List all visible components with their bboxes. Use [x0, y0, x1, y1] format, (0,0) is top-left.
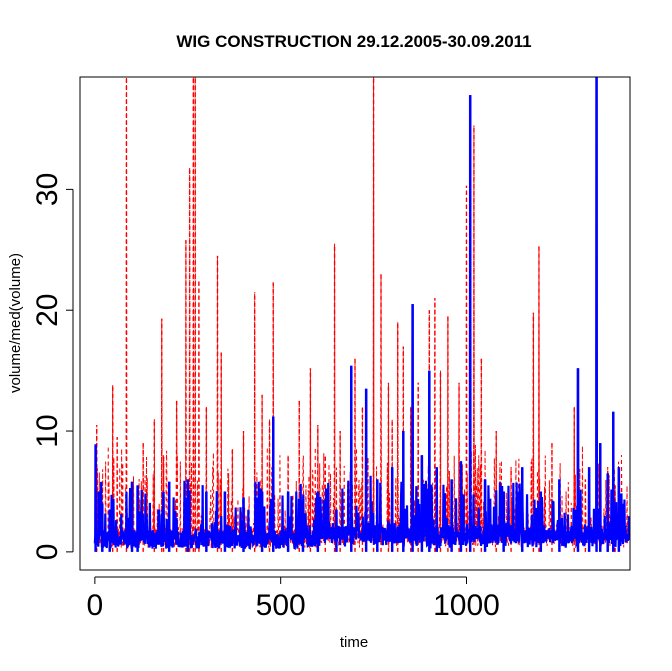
plot-area — [93, 77, 630, 552]
y-axis-label: volume/med(volume) — [7, 253, 24, 393]
y-tick-label: 30 — [31, 173, 64, 206]
x-tick-label: 1000 — [433, 589, 500, 622]
x-tick-label: 0 — [87, 589, 104, 622]
chart-title: WIG CONSTRUCTION 29.12.2005-30.09.2011 — [176, 32, 531, 51]
y-tick-label: 20 — [31, 294, 64, 327]
plot-frame — [79, 76, 631, 571]
x-tick-label: 500 — [256, 589, 306, 622]
x-axis: 0 500 1000 — [87, 576, 500, 622]
series-line-red — [94, 77, 630, 550]
y-tick-label: 10 — [31, 414, 64, 447]
x-axis-label: time — [340, 634, 368, 651]
y-tick-label: 0 — [31, 544, 64, 561]
y-axis: 0 10 20 30 — [31, 173, 74, 561]
